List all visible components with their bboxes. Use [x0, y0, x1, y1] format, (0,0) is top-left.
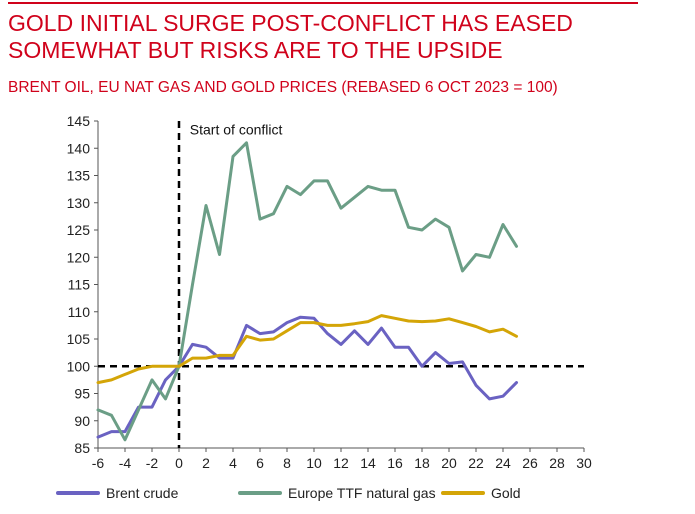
reference-lines [98, 121, 584, 448]
x-tick-label: 10 [306, 455, 322, 471]
legend-label-europe-ttf-natural-gas: Europe TTF natural gas [288, 485, 436, 501]
y-tick-label: 110 [68, 304, 91, 320]
x-tick-label: 26 [522, 455, 538, 471]
chart-subtitle: BRENT OIL, EU NAT GAS AND GOLD PRICES (R… [8, 79, 558, 96]
x-tick-label: 0 [175, 455, 183, 471]
x-tick-label: 24 [495, 455, 511, 471]
series-line-europe-ttf-natural-gas [96, 141, 518, 442]
chart-title: GOLD INITIAL SURGE POST-CONFLICT HAS EAS… [8, 10, 573, 63]
y-tick-label: 130 [67, 195, 91, 211]
x-tick-label: 14 [360, 455, 376, 471]
series-points-europe-ttf-natural-gas [97, 142, 517, 440]
x-tick-label: 16 [387, 455, 403, 471]
y-tick-label: 85 [74, 440, 90, 456]
series-points-gold [97, 315, 517, 383]
x-tick-label: 28 [549, 455, 565, 471]
legend-label-brent-crude: Brent crude [106, 485, 179, 501]
legend-item-brent-crude: Brent crude [56, 485, 179, 501]
y-tick-label: 120 [67, 249, 91, 265]
legend: Brent crude Europe TTF natural gas Gold [56, 485, 521, 501]
series-line-gold [96, 314, 518, 385]
y-tick-label: 95 [74, 386, 90, 402]
x-tick-label: 30 [576, 455, 592, 471]
x-tick-label: -6 [92, 455, 105, 471]
title-rule [8, 2, 638, 4]
axes [94, 120, 585, 452]
x-tick-label: 20 [441, 455, 457, 471]
x-tick-label: 8 [283, 455, 291, 471]
annotation-start-of-conflict: Start of conflict [190, 122, 283, 138]
x-tick-label: 12 [333, 455, 349, 471]
x-tick-label: -4 [119, 455, 132, 471]
x-tick-label: 22 [468, 455, 484, 471]
y-tick-label: 140 [67, 140, 91, 156]
series-points-brent-crude [97, 317, 517, 438]
legend-item-europe-ttf-natural-gas: Europe TTF natural gas [238, 485, 436, 501]
x-tick-label: 2 [202, 455, 210, 471]
y-tick-label: 125 [67, 222, 91, 238]
y-tick-label: 135 [67, 168, 91, 184]
y-tick-label: 100 [67, 358, 91, 374]
y-tick-label: 115 [68, 277, 91, 293]
legend-item-gold: Gold [441, 485, 521, 501]
x-tick-label: 4 [229, 455, 237, 471]
series-lines [96, 141, 518, 442]
legend-label-gold: Gold [491, 485, 521, 501]
x-tick-label: -2 [146, 455, 159, 471]
y-tick-label: 90 [74, 413, 90, 429]
y-tick-label: 145 [67, 113, 91, 129]
x-tick-label: 18 [414, 455, 430, 471]
x-tick-label: 6 [256, 455, 264, 471]
y-tick-label: 105 [67, 331, 91, 347]
series-line-brent-crude [96, 315, 518, 439]
